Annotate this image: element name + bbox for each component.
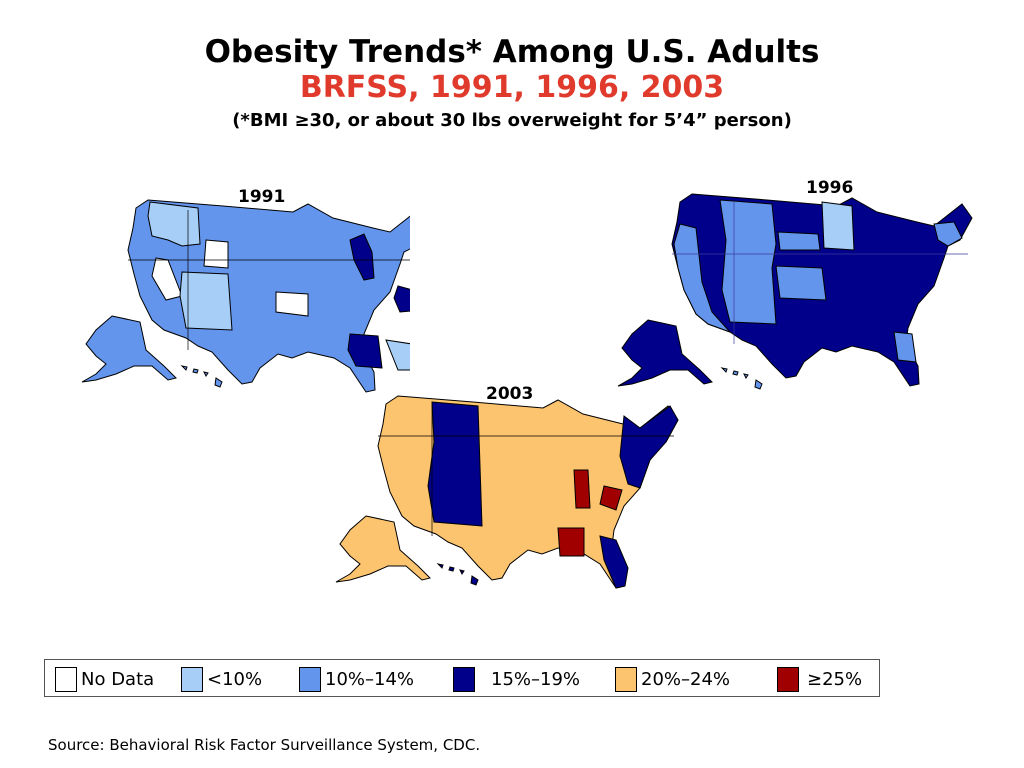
page-subtitle: BRFSS, 1991, 1996, 2003 (299, 70, 725, 105)
legend-item-10-14: 10%–14% (299, 666, 414, 692)
legend-label: 15%–19% (491, 668, 581, 690)
bmi-note: (*BMI ≥30, or about 30 lbs overweight fo… (232, 110, 792, 131)
state-region-darkblue (393, 285, 425, 313)
hawaii-1996 (721, 367, 763, 390)
state-region-darkblue (427, 401, 483, 527)
state-region-mediumblue (933, 221, 963, 247)
legend-item-ge25: ≥25% (777, 666, 862, 692)
page-title: Obesity Trends* Among U.S. Adults (204, 34, 820, 70)
state-region-red (557, 527, 585, 557)
state-region-red (573, 469, 591, 509)
legend-label: <10% (207, 668, 263, 690)
state-region-lightblue (821, 201, 855, 251)
state-region-lightblue (179, 271, 233, 331)
state-region-red (599, 485, 623, 511)
map-year-label: 1991 (238, 187, 286, 207)
map-year-label: 2003 (486, 384, 534, 404)
source-note: Source: Behavioral Risk Factor Surveilla… (48, 736, 481, 754)
map-year-label: 1996 (806, 178, 854, 198)
state-region-mediumblue (893, 331, 917, 363)
alaska-1996 (617, 319, 713, 387)
state-region-mediumblue (719, 199, 777, 325)
title-block: Obesity Trends* Among U.S. Adults BRFSS,… (0, 34, 1024, 134)
legend-swatch (181, 666, 203, 692)
us-map-1991 (81, 199, 429, 393)
legend-swatch (777, 666, 799, 692)
state-region-mediumblue (673, 223, 731, 333)
legend-label: No Data (81, 668, 155, 690)
legend-item-20-24: 20%–24% (615, 666, 730, 692)
state-region-nodata (203, 239, 229, 269)
legend-label: 10%–14% (325, 668, 415, 690)
legend-swatch (55, 666, 77, 692)
legend: No Data <10% 10%–14% 15%–19% 20%–24% ≥25… (44, 659, 880, 697)
legend-swatch (299, 666, 321, 692)
state-region-mediumblue (775, 265, 827, 301)
state-region-nodata (275, 291, 309, 317)
map-1996: 1996 (610, 176, 980, 406)
hawaii-1991 (181, 365, 223, 388)
map-2003: 2003 (330, 380, 680, 600)
state-region-darkblue (619, 405, 679, 489)
state-region-darkblue (347, 333, 383, 369)
legend-label: 20%–24% (641, 668, 731, 690)
legend-item-lt10: <10% (181, 666, 262, 692)
state-region-lightblue (147, 201, 201, 247)
state-region-lightblue (385, 339, 423, 371)
legend-swatch (615, 666, 637, 692)
us-map-2003 (335, 395, 679, 589)
legend-item-no-data: No Data (55, 666, 154, 692)
us-map-1996 (617, 193, 973, 390)
legend-swatch (453, 666, 475, 692)
hawaii-2003 (437, 563, 479, 586)
legend-label: ≥25% (807, 668, 863, 690)
map-1991: 1991 (70, 187, 429, 410)
legend-item-15-19: 15%–19% (453, 666, 580, 692)
state-region-darkblue (599, 535, 629, 589)
state-region-mediumblue (777, 231, 821, 251)
